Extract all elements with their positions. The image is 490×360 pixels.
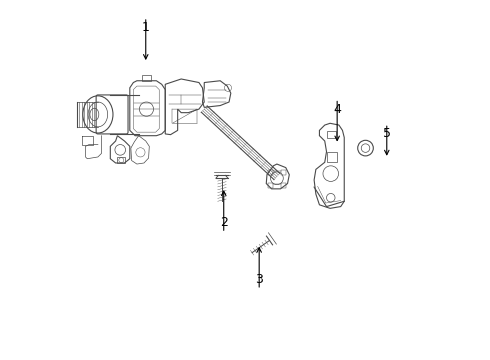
- Bar: [268, 170, 273, 175]
- Text: 2: 2: [220, 216, 228, 229]
- Bar: [327, 131, 336, 138]
- Bar: [142, 75, 151, 81]
- Text: 4: 4: [333, 103, 341, 116]
- Bar: [118, 157, 125, 163]
- Text: 3: 3: [255, 273, 263, 286]
- Bar: [268, 183, 273, 188]
- Text: 1: 1: [142, 21, 149, 34]
- Text: 5: 5: [383, 127, 391, 140]
- Bar: [281, 170, 286, 175]
- Bar: [326, 152, 337, 162]
- Bar: [281, 183, 286, 188]
